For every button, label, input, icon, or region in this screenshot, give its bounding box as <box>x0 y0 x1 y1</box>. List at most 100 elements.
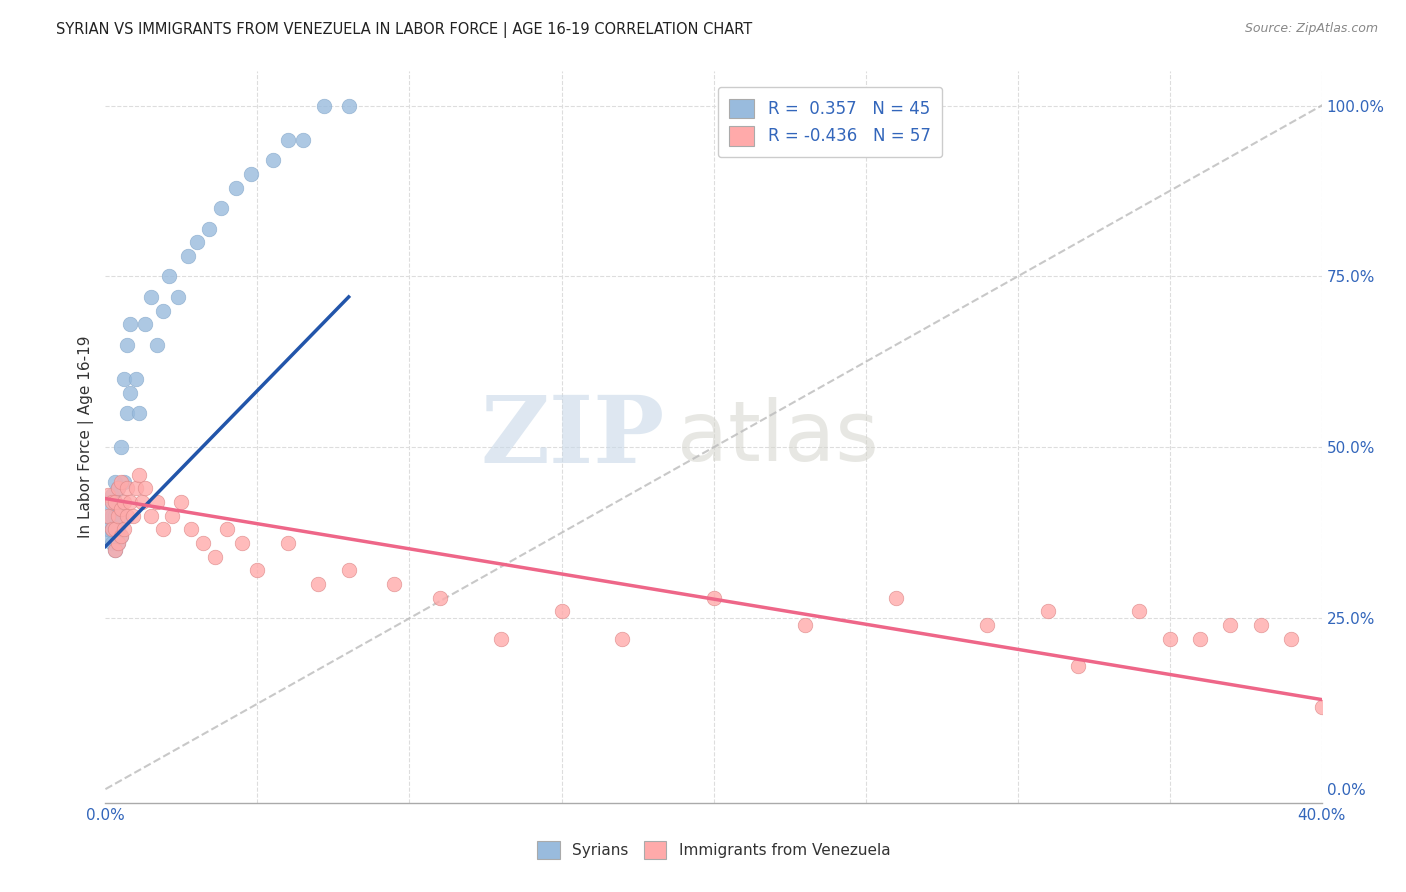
Point <box>107 481 129 495</box>
Point <box>139 290 162 304</box>
Point <box>262 153 284 168</box>
Point <box>307 577 329 591</box>
Point <box>110 508 132 523</box>
Point <box>1310 700 1333 714</box>
Point <box>97 495 120 509</box>
Text: atlas: atlas <box>678 397 879 477</box>
Point <box>1341 645 1364 659</box>
Point <box>107 536 129 550</box>
Point <box>793 618 815 632</box>
Point <box>429 591 451 605</box>
Point <box>103 495 125 509</box>
Point <box>100 536 122 550</box>
Text: Source: ZipAtlas.com: Source: ZipAtlas.com <box>1244 22 1378 36</box>
Point <box>103 522 125 536</box>
Point <box>110 529 132 543</box>
Point <box>1128 604 1150 618</box>
Point <box>115 481 138 495</box>
Point <box>112 475 135 489</box>
Point <box>134 481 156 495</box>
Point <box>382 577 405 591</box>
Point <box>976 618 998 632</box>
Point <box>152 303 174 318</box>
Point <box>702 591 725 605</box>
Point <box>112 522 135 536</box>
Point <box>146 338 169 352</box>
Point <box>110 475 132 489</box>
Point <box>97 488 120 502</box>
Point <box>186 235 208 250</box>
Legend: Syrians, Immigrants from Venezuela: Syrians, Immigrants from Venezuela <box>530 835 897 864</box>
Point <box>118 385 141 400</box>
Point <box>337 98 360 112</box>
Point <box>217 522 239 536</box>
Point <box>277 536 299 550</box>
Point <box>231 536 253 550</box>
Point <box>125 481 148 495</box>
Point <box>100 495 122 509</box>
Text: SYRIAN VS IMMIGRANTS FROM VENEZUELA IN LABOR FORCE | AGE 16-19 CORRELATION CHART: SYRIAN VS IMMIGRANTS FROM VENEZUELA IN L… <box>56 22 752 38</box>
Point <box>100 522 122 536</box>
Point <box>107 536 129 550</box>
Point <box>204 549 226 564</box>
Point <box>107 481 129 495</box>
Point <box>246 563 269 577</box>
Point <box>1159 632 1181 646</box>
Point <box>1279 632 1302 646</box>
Point <box>146 495 169 509</box>
Point <box>115 338 138 352</box>
Point <box>152 522 174 536</box>
Point <box>118 495 141 509</box>
Point <box>157 269 180 284</box>
Point <box>107 501 129 516</box>
Point <box>489 632 512 646</box>
Point <box>125 372 148 386</box>
Point <box>612 632 634 646</box>
Point <box>139 508 162 523</box>
Point <box>167 290 190 304</box>
Point <box>180 522 202 536</box>
Point <box>170 495 193 509</box>
Point <box>337 563 360 577</box>
Point <box>1036 604 1059 618</box>
Point <box>112 372 135 386</box>
Point <box>107 522 129 536</box>
Point <box>112 495 135 509</box>
Point <box>110 440 132 454</box>
Point <box>277 133 299 147</box>
Point <box>100 522 122 536</box>
Point <box>209 201 232 215</box>
Point <box>115 406 138 420</box>
Point <box>292 133 315 147</box>
Point <box>110 529 132 543</box>
Point <box>97 522 120 536</box>
Point <box>240 167 263 181</box>
Point <box>100 508 122 523</box>
Point <box>225 180 247 194</box>
Point <box>103 522 125 536</box>
Point <box>118 318 141 332</box>
Point <box>100 488 122 502</box>
Y-axis label: In Labor Force | Age 16-19: In Labor Force | Age 16-19 <box>79 335 94 539</box>
Point <box>121 508 143 523</box>
Point <box>176 249 198 263</box>
Point <box>134 318 156 332</box>
Point <box>103 508 125 523</box>
Point <box>198 221 221 235</box>
Point <box>314 98 336 112</box>
Point <box>110 501 132 516</box>
Text: ZIP: ZIP <box>481 392 665 482</box>
Point <box>103 542 125 557</box>
Point <box>103 475 125 489</box>
Point <box>550 604 572 618</box>
Point <box>128 406 150 420</box>
Point <box>162 508 184 523</box>
Point <box>97 508 120 523</box>
Point <box>1219 618 1241 632</box>
Point <box>97 529 120 543</box>
Point <box>1067 659 1090 673</box>
Point <box>103 495 125 509</box>
Point <box>131 495 153 509</box>
Point <box>191 536 214 550</box>
Point <box>115 508 138 523</box>
